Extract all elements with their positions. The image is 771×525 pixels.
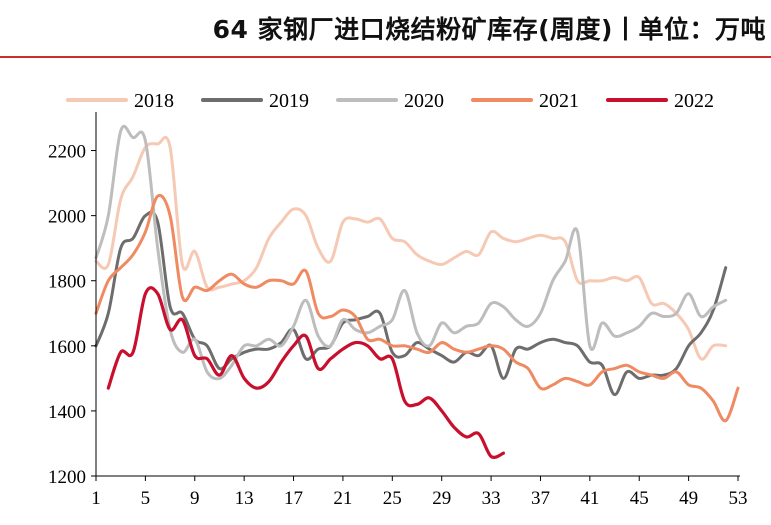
y-tick-label-4: 2000 (48, 207, 86, 228)
x-tick-label-4: 17 (284, 488, 303, 509)
y-tick-label-5: 2200 (48, 142, 86, 163)
y-tick-label-1: 1400 (48, 402, 86, 423)
y-tick-label-2: 1600 (48, 337, 86, 358)
x-tick-label-11: 45 (630, 488, 649, 509)
series-line-2021 (94, 193, 740, 423)
x-tick-label-7: 29 (432, 488, 451, 509)
x-tick-label-1: 5 (141, 488, 151, 509)
legend-label-2019: 2019 (269, 90, 309, 112)
series-line-2018 (94, 135, 728, 361)
x-tick-label-10: 41 (580, 488, 599, 509)
legend: 2018 2019 2020 2021 2022 (66, 90, 714, 112)
legend-label-2022: 2022 (674, 90, 714, 112)
x-tick-label-8: 33 (482, 488, 501, 509)
x-tick-label-9: 37 (531, 488, 550, 509)
x-tick-label-13: 53 (729, 488, 748, 509)
legend-label-2020: 2020 (404, 90, 444, 112)
series-lines (94, 124, 740, 460)
x-tick-label-6: 25 (383, 488, 402, 509)
series-line-2020 (94, 124, 728, 381)
legend-label-2021: 2021 (539, 90, 579, 112)
x-tick-label-0: 1 (91, 488, 101, 509)
chart-title: 64 家钢厂进口烧结粉矿库存(周度)丨单位：万吨 (212, 15, 766, 44)
legend-label-2018: 2018 (134, 90, 174, 112)
title-rule (0, 56, 771, 58)
x-tick-label-3: 13 (235, 488, 254, 509)
axes: 1200 1400 1600 1800 2000 2200 1 5 9 13 17 21 25 29 33 3… (48, 112, 748, 509)
y-tick-label-0: 1200 (48, 467, 86, 488)
x-tick-label-5: 21 (333, 488, 352, 509)
x-tick-label-2: 9 (190, 488, 200, 509)
y-tick-label-3: 1800 (48, 272, 86, 293)
series-line-2022 (106, 286, 505, 460)
x-tick-label-12: 49 (679, 488, 698, 509)
